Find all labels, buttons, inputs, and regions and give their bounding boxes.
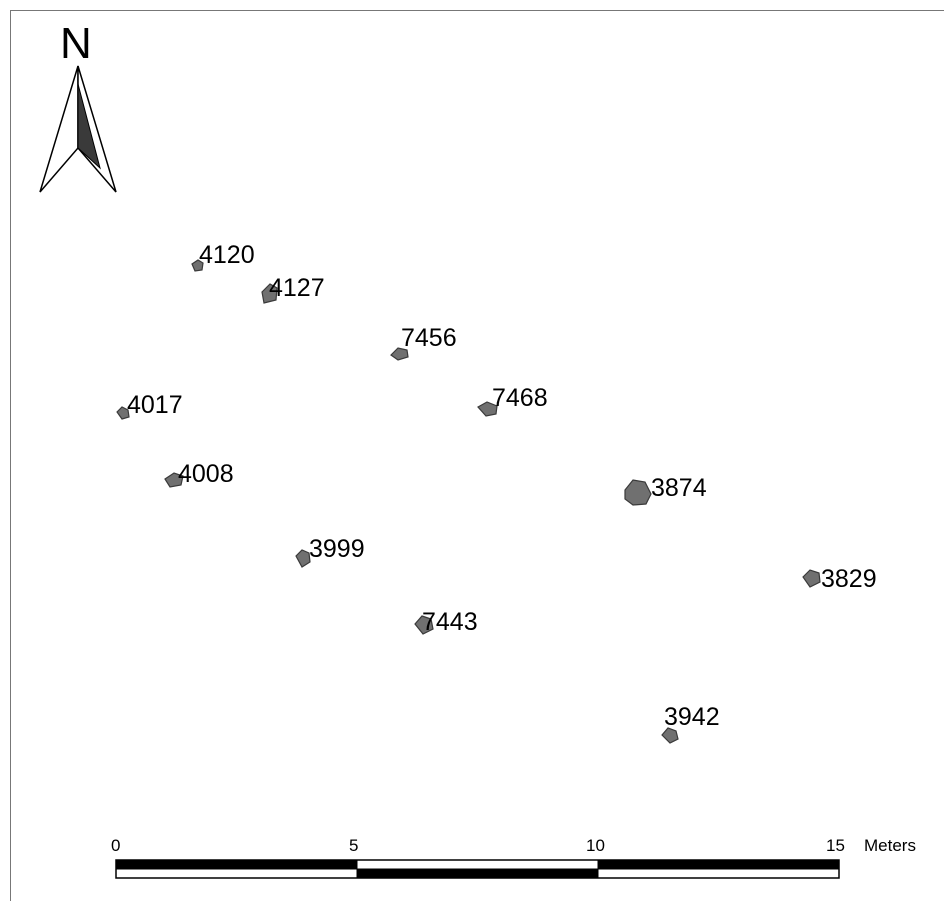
feature-symbol[interactable]: [191, 259, 204, 272]
features-layer: 4120 4127 7456 7468 4017 4008 3874 3999: [116, 241, 877, 744]
feature-4120[interactable]: 4120: [191, 241, 255, 272]
map-frame: [10, 10, 944, 901]
feature-symbol[interactable]: [164, 472, 184, 488]
scale-unit-label: Meters: [864, 836, 916, 855]
feature-symbol[interactable]: [390, 347, 409, 361]
feature-symbol[interactable]: [116, 406, 130, 420]
feature-3942[interactable]: 3942: [661, 703, 720, 744]
feature-label: 7468: [492, 384, 548, 412]
feature-label: 7443: [422, 608, 478, 636]
scale-tick-label: 5: [349, 836, 358, 855]
feature-label: 3874: [651, 474, 707, 502]
north-arrow: N: [39, 19, 117, 193]
feature-symbol[interactable]: [295, 549, 311, 568]
north-label: N: [60, 19, 92, 68]
scale-tick-label: 10: [586, 836, 605, 855]
scale-bar: 0 5 10 15 Meters: [111, 836, 916, 879]
feature-3999[interactable]: 3999: [295, 535, 365, 568]
feature-4127[interactable]: 4127: [261, 274, 325, 304]
scale-tick-label: 15: [826, 836, 845, 855]
feature-4017[interactable]: 4017: [116, 391, 183, 420]
feature-label: 3829: [821, 565, 877, 593]
feature-label: 4120: [199, 241, 255, 269]
feature-label: 4008: [178, 460, 234, 488]
feature-label: 3999: [309, 535, 365, 563]
feature-symbol[interactable]: [661, 727, 679, 744]
feature-symbol[interactable]: [414, 615, 434, 635]
feature-label: 4127: [269, 274, 325, 302]
feature-4008[interactable]: 4008: [164, 460, 234, 488]
feature-label: 3942: [664, 703, 720, 731]
scale-tick-label: 0: [111, 836, 120, 855]
feature-7456[interactable]: 7456: [390, 324, 457, 361]
feature-7443[interactable]: 7443: [414, 608, 478, 636]
feature-symbol[interactable]: [477, 401, 498, 417]
feature-3829[interactable]: 3829: [802, 565, 877, 593]
north-arrow-icon: [39, 65, 117, 193]
feature-label: 7456: [401, 324, 457, 352]
feature-3874[interactable]: 3874: [624, 474, 707, 506]
feature-symbol[interactable]: [802, 569, 821, 588]
feature-symbol[interactable]: [261, 283, 278, 304]
feature-symbol[interactable]: [624, 479, 652, 506]
feature-label: 4017: [127, 391, 183, 419]
feature-7468[interactable]: 7468: [477, 384, 548, 417]
